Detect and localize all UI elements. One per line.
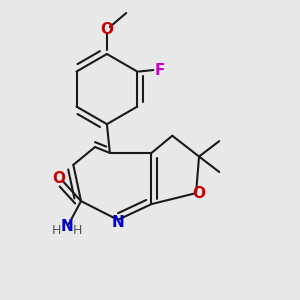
Text: H: H [51, 224, 61, 237]
Text: F: F [155, 62, 165, 77]
Text: N: N [112, 215, 124, 230]
Text: N: N [61, 219, 74, 234]
Text: H: H [73, 224, 82, 237]
Text: O: O [52, 171, 65, 186]
Text: O: O [100, 22, 113, 37]
Text: O: O [193, 186, 206, 201]
